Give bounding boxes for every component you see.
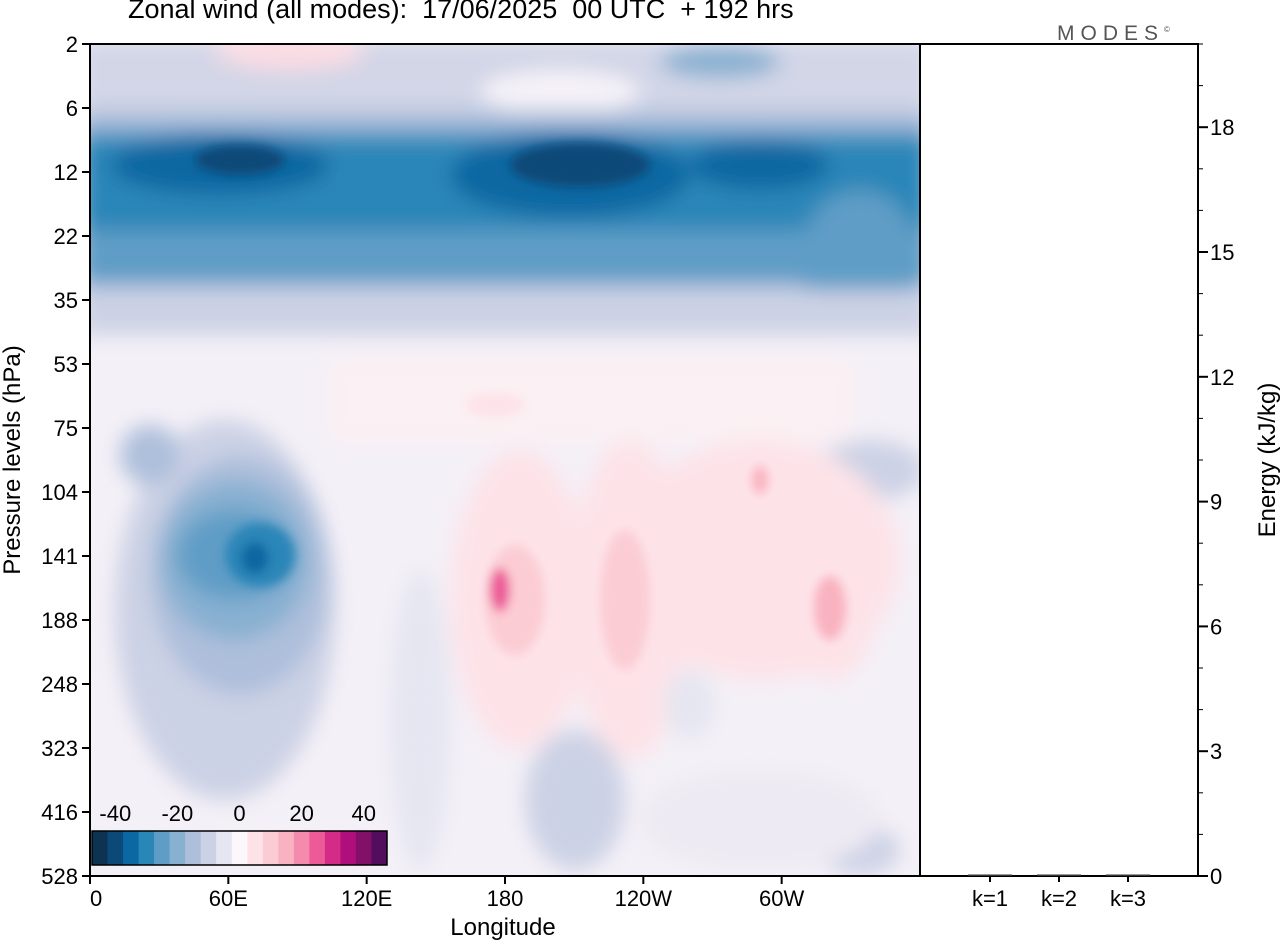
energy-bar (1037, 874, 1081, 876)
colorbar-swatch (92, 831, 109, 865)
energy-tick-label: 12 (1210, 365, 1234, 390)
x-tick-label: 0 (90, 886, 102, 911)
y-tick-label: 75 (54, 416, 78, 441)
y-tick-label: 12 (54, 160, 78, 185)
energy-tick-label: 0 (1210, 864, 1222, 889)
energy-axis: 0 3 6 9 12 15 18 (1198, 43, 1234, 889)
colorbar-swatch (138, 831, 155, 865)
energy-bar (1106, 874, 1150, 876)
colorbar-swatch (262, 831, 279, 865)
colorbar-swatch (185, 831, 202, 865)
colorbar-swatch (216, 831, 233, 865)
energy-panel-frame (919, 43, 1199, 877)
colorbar-swatch (169, 831, 186, 865)
colorbar-swatch (324, 831, 341, 865)
y-tick-label: 2 (66, 32, 78, 57)
y-tick-label: 104 (41, 480, 78, 505)
y-tick-label: 53 (54, 352, 78, 377)
y-tick-label: 22 (54, 224, 78, 249)
colorbar: -40 -20 0 20 40 (91, 801, 388, 866)
colorbar-swatch (278, 831, 295, 865)
colorbar-swatch (371, 831, 388, 865)
x-axis: 0 60E 120E 180 120W 60W (89, 876, 805, 911)
colorbar-swatch (107, 831, 124, 865)
energy-tick-label: 6 (1210, 614, 1222, 639)
y-tick-label: 6 (66, 96, 78, 121)
y-tick-label: 248 (41, 672, 78, 697)
colorbar-swatch (309, 831, 326, 865)
energy-bar (968, 874, 1012, 876)
colorbar-swatch (154, 831, 171, 865)
energy-axis-title: Energy (kJ/kg) (1254, 383, 1280, 538)
y-tick-label: 141 (41, 544, 78, 569)
colorbar-tick-label: -40 (99, 801, 131, 826)
y-tick-label: 35 (54, 288, 78, 313)
colorbar-frame (91, 830, 388, 866)
x-tick-label: 120W (615, 886, 673, 911)
colorbar-tick-label: 0 (233, 801, 245, 826)
energy-tick-label: 3 (1210, 739, 1222, 764)
energy-category-label: k=1 (972, 886, 1008, 911)
energy-category-label: k=3 (1110, 886, 1146, 911)
chart-title: Zonal wind (all modes): 17/06/2025 00 UT… (128, 0, 794, 24)
colorbar-swatch (200, 831, 217, 865)
y-axis-title: Pressure levels (hPa) (0, 345, 26, 574)
colorbar-tick-label: 40 (351, 801, 375, 826)
colorbar-swatch (247, 831, 264, 865)
x-tick-label: 120E (341, 886, 392, 911)
energy-category-label: k=2 (1041, 886, 1077, 911)
y-tick-label: 416 (41, 800, 78, 825)
brand-text: MODES (1057, 22, 1165, 45)
colorbar-swatch (355, 831, 372, 865)
x-tick-label: 180 (487, 886, 524, 911)
y-tick-label: 528 (41, 864, 78, 889)
colorbar-swatch (231, 831, 248, 865)
x-axis-title: Longitude (450, 914, 555, 941)
energy-tick-label: 18 (1210, 115, 1234, 140)
colorbar-swatch (123, 831, 140, 865)
colorbar-swatch (293, 831, 310, 865)
colorbar-tick-label: 20 (289, 801, 313, 826)
y-tick-label: 188 (41, 608, 78, 633)
energy-tick-label: 15 (1210, 240, 1234, 265)
brand-logo: MODES© (1057, 22, 1170, 45)
y-axis: 2 6 12 22 35 53 75 104 141 188 248 323 416 528 (41, 32, 90, 889)
energy-tick-label: 9 (1210, 490, 1222, 515)
energy-bars: k=1 k=2 k=3 (968, 874, 1150, 911)
colorbar-tick-label: -20 (161, 801, 193, 826)
x-tick-label: 60W (759, 886, 804, 911)
y-tick-label: 323 (41, 736, 78, 761)
x-tick-label: 60E (209, 886, 248, 911)
colorbar-swatch (340, 831, 357, 865)
heatmap-field (90, 44, 920, 876)
